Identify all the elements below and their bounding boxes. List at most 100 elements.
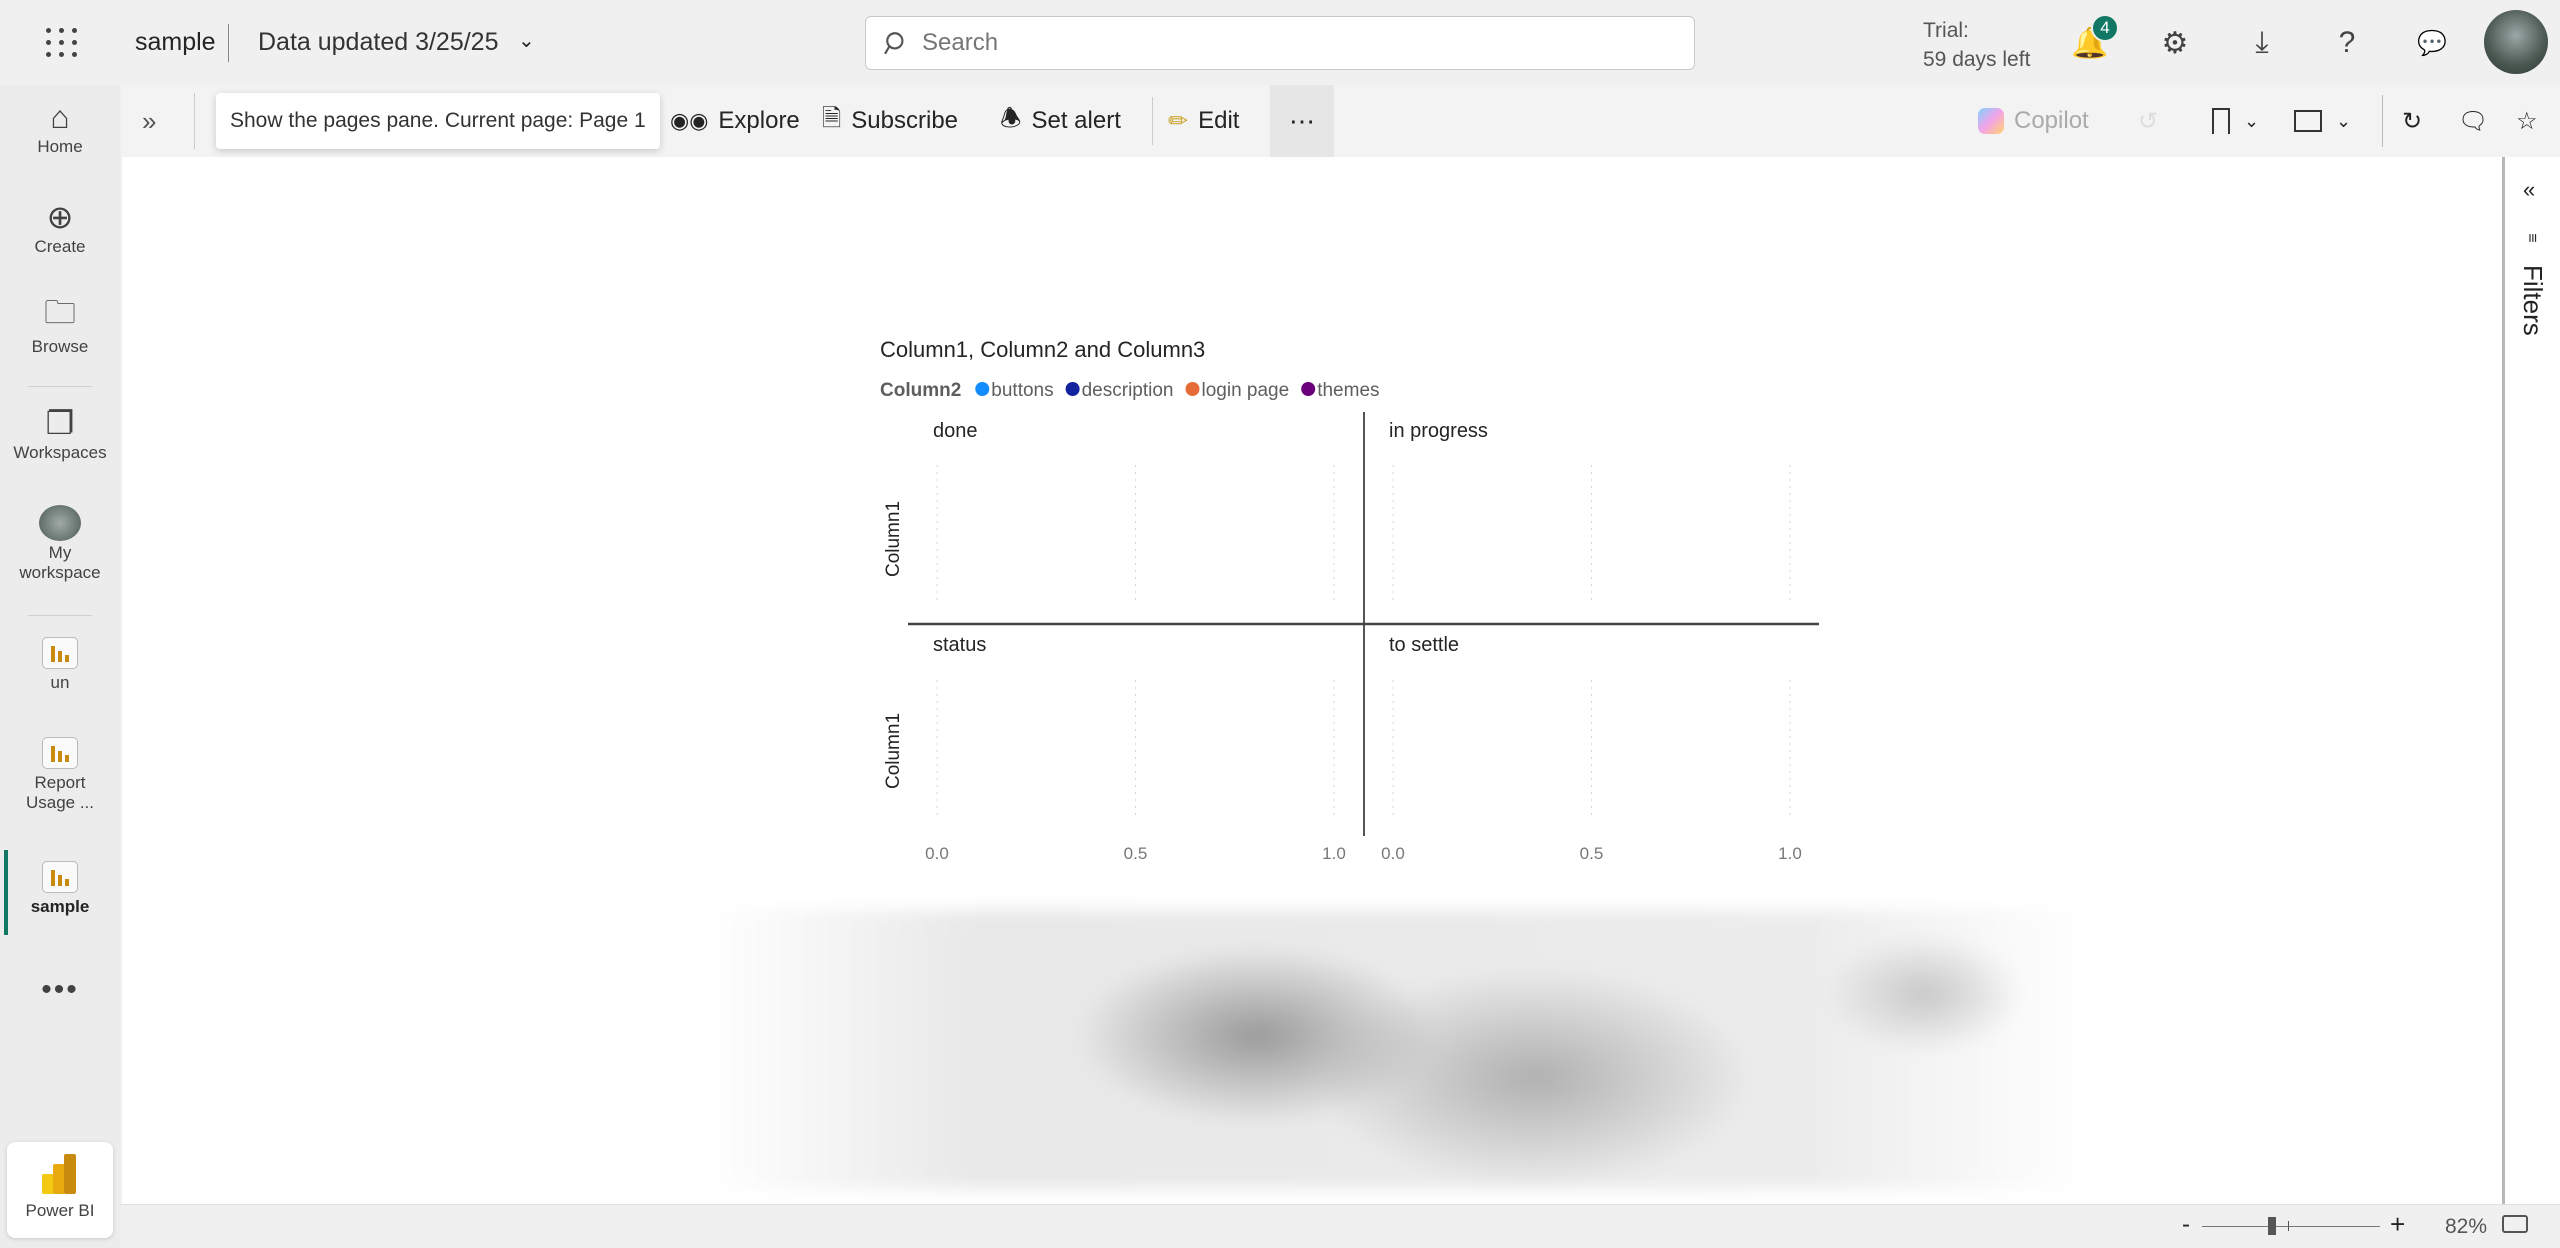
sidebar-item-sample[interactable]: sample xyxy=(0,857,120,917)
legend-label: login page xyxy=(1202,380,1290,401)
sidebar-item-browse[interactable]: 🗀 Browse xyxy=(0,294,120,357)
divider xyxy=(228,24,229,62)
help-icon[interactable]: ? xyxy=(2338,26,2356,59)
x-tick-label: 0.0 xyxy=(1381,844,1405,863)
subscribe-button[interactable]: 🗎 Subscribe xyxy=(822,85,958,157)
undo-icon[interactable]: ↺ xyxy=(2138,107,2159,135)
more-options-icon[interactable]: ⋯ xyxy=(1270,85,1334,157)
pencil-icon: ✏ xyxy=(1168,107,1189,135)
sidebar-item-label: Home xyxy=(37,137,83,156)
filters-pane[interactable]: « ≡ Filters xyxy=(2502,157,2560,1204)
x-tick-label: 0.5 xyxy=(1124,844,1148,863)
zoom-slider[interactable] xyxy=(2202,1226,2380,1227)
legend-marker xyxy=(1185,382,1200,396)
sidebar-item-label: Create xyxy=(34,237,86,256)
sidebar-item-label: Workspaces xyxy=(13,443,107,462)
report-icon xyxy=(42,737,78,769)
copilot-button[interactable]: Copilot xyxy=(1978,85,2089,157)
workspaces-icon: ❐ xyxy=(45,405,75,441)
collapse-filters-icon[interactable]: « xyxy=(2523,177,2536,202)
set-alert-button[interactable]: 🕭 Set alert xyxy=(1000,85,1121,157)
zoom-slider-tick xyxy=(2288,1221,2289,1231)
x-tick-label: 1.0 xyxy=(1322,844,1346,863)
chevron-down-icon[interactable]: ⌄ xyxy=(518,30,535,52)
divider xyxy=(194,93,195,149)
favorite-star-icon[interactable]: ☆ xyxy=(2516,107,2538,135)
download-icon[interactable]: ⤓ xyxy=(2255,26,2269,59)
chart-title: Column1, Column2 and Column3 xyxy=(880,337,1205,362)
app-launcher-icon[interactable] xyxy=(40,22,80,62)
sidebar-item-report-usage[interactable]: Report Usage ... xyxy=(0,733,120,813)
plot-area: done in progress status to settle Column1 Col… xyxy=(883,412,1819,863)
sidebar-item-my-workspace[interactable]: My workspace xyxy=(0,503,120,583)
legend-title: Column2 xyxy=(880,380,961,401)
panel-label: in progress xyxy=(1389,420,1488,442)
search-input[interactable] xyxy=(922,29,1622,57)
legend-marker xyxy=(1301,382,1316,396)
copilot-icon xyxy=(1978,108,2004,134)
bookmark-button[interactable]: ⌄ xyxy=(2212,85,2259,157)
legend-label: buttons xyxy=(991,380,1053,401)
y-axis-label: Column1 xyxy=(883,713,904,789)
sidebar-item-label: un xyxy=(50,673,70,692)
more-icon[interactable]: ••• xyxy=(41,973,79,1006)
fit-to-page-icon[interactable] xyxy=(2502,1215,2528,1233)
data-updated-dropdown[interactable]: Data updated 3/25/25 xyxy=(258,28,499,56)
chevron-down-icon: ⌄ xyxy=(2336,110,2352,131)
divider xyxy=(1152,97,1153,145)
divider xyxy=(28,386,92,387)
set-alert-label: Set alert xyxy=(1031,107,1121,134)
search-box[interactable] xyxy=(865,16,1695,70)
view-button[interactable]: ⌄ xyxy=(2294,85,2351,157)
subscribe-label: Subscribe xyxy=(851,107,959,134)
trial-status[interactable]: Trial: 59 days left xyxy=(1923,16,2030,74)
blurred-visual xyxy=(702,910,2090,1189)
legend-marker xyxy=(975,382,990,396)
search-icon xyxy=(884,32,904,55)
report-name[interactable]: sample xyxy=(135,28,216,56)
bell-icon: 🕭 xyxy=(1000,104,1022,132)
zoom-level: 82% xyxy=(2445,1215,2488,1238)
power-bi-label: Power BI xyxy=(25,1201,95,1220)
workspace-avatar xyxy=(39,505,81,541)
legend-marker xyxy=(1065,382,1080,396)
edit-label: Edit xyxy=(1198,107,1240,134)
comment-icon[interactable]: 🗨 xyxy=(2458,107,2489,135)
divider xyxy=(28,615,92,616)
sidebar-item-workspaces[interactable]: ❐ Workspaces xyxy=(0,403,120,463)
expand-pages-icon[interactable]: » xyxy=(142,105,157,136)
binoculars-icon: ◉◉ xyxy=(670,108,709,133)
notifications-icon[interactable]: 🔔 4 xyxy=(2069,14,2119,64)
edit-button[interactable]: ✏ Edit xyxy=(1168,85,1239,157)
x-tick-label: 1.0 xyxy=(1778,844,1802,863)
panel-label: to settle xyxy=(1389,634,1459,656)
left-nav-rail: ⌂ Home ⊕ Create 🗀 Browse ❐ Workspaces My wor… xyxy=(0,85,120,1248)
user-avatar[interactable] xyxy=(2484,10,2548,74)
y-axis-label: Column1 xyxy=(883,501,904,577)
report-icon xyxy=(42,861,78,893)
zoom-slider-thumb[interactable] xyxy=(2268,1217,2276,1235)
power-bi-logo-icon xyxy=(42,1154,76,1194)
view-icon xyxy=(2294,110,2322,132)
x-tick-label: 0.5 xyxy=(1580,844,1604,863)
plus-circle-icon: ⊕ xyxy=(46,199,74,235)
sidebar-item-label: Browse xyxy=(31,337,89,356)
sidebar-item-create[interactable]: ⊕ Create xyxy=(0,197,120,257)
zoom-out-button[interactable]: - xyxy=(2182,1211,2190,1238)
explore-label: Explore xyxy=(718,107,800,134)
sidebar-item-home[interactable]: ⌂ Home xyxy=(0,97,120,157)
divider xyxy=(2382,95,2383,147)
report-toolbar: » Show the pages pane. Current page: Pag… xyxy=(122,85,2560,157)
feedback-icon[interactable]: 💬 xyxy=(2417,29,2447,57)
top-bar: sample Data updated 3/25/25 ⌄ Trial: 59 … xyxy=(0,0,2560,85)
explore-button[interactable]: ◉◉ Explore xyxy=(670,85,800,157)
sidebar-item-un[interactable]: un xyxy=(0,633,120,693)
refresh-icon[interactable]: ↻ xyxy=(2402,107,2423,135)
settings-gear-icon[interactable]: ⚙ xyxy=(2161,26,2189,60)
legend-label: themes xyxy=(1317,380,1379,401)
bookmark-icon xyxy=(2212,108,2230,134)
chart: Column1, Column2 and Column3 Column2 butt… xyxy=(880,337,1819,863)
filters-label: Filters xyxy=(2518,265,2548,336)
zoom-in-button[interactable]: + xyxy=(2390,1209,2406,1239)
power-bi-switcher[interactable]: Power BI xyxy=(7,1142,113,1238)
